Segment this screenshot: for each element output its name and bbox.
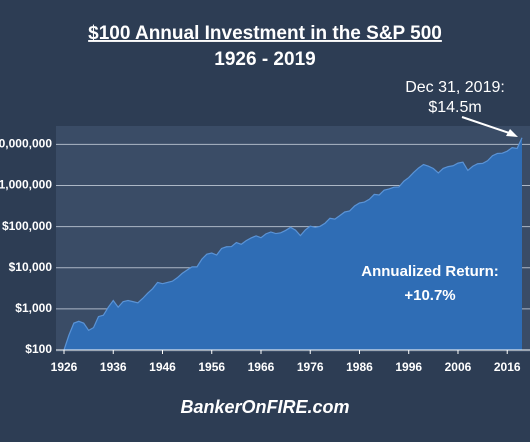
annotation-arrow — [461, 116, 513, 135]
arrow-head — [506, 129, 518, 137]
x-tick-label: 1966 — [248, 360, 275, 374]
x-tick-label: 1996 — [395, 360, 422, 374]
y-tick-label: $1,000 — [15, 301, 52, 315]
y-tick-label: $10,000 — [9, 260, 53, 274]
x-tick-label: 1976 — [297, 360, 324, 374]
source: BankerOnFIRE.com — [180, 397, 349, 417]
x-tick-label: 1986 — [346, 360, 373, 374]
annotation: $14.5m — [428, 99, 481, 116]
area-line — [63, 137, 523, 351]
y-tick-label: $10,000,000 — [0, 137, 52, 151]
annotation: Dec 31, 2019: — [405, 79, 505, 96]
area — [64, 137, 522, 350]
y-tick-label: $100 — [25, 342, 52, 356]
y-tick-label: $1,000,000 — [0, 178, 52, 192]
x-tick-label: 1936 — [100, 360, 127, 374]
x-tick-label: 2016 — [494, 360, 521, 374]
chart-title: $100 Annual Investment in the S&P 500 — [88, 23, 442, 44]
annotation: +10.7% — [404, 287, 455, 304]
x-tick-label: 1956 — [198, 360, 225, 374]
y-tick-label: $100,000 — [2, 219, 52, 233]
x-tick-label: 2006 — [445, 360, 472, 374]
x-tick-label: 1926 — [51, 360, 78, 374]
annotation: Annualized Return: — [361, 263, 499, 280]
chart-subtitle: 1926 - 2019 — [214, 49, 315, 70]
x-tick-label: 1946 — [149, 360, 176, 374]
